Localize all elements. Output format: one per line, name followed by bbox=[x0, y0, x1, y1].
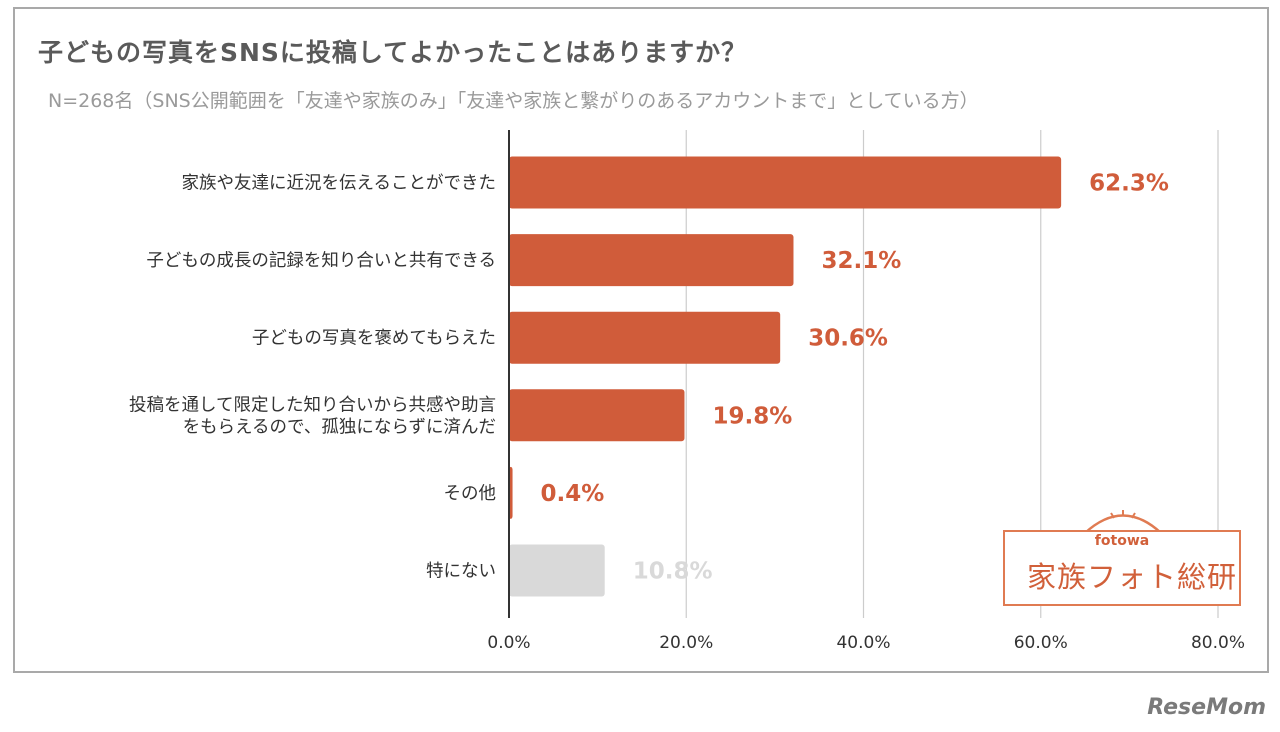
category-label: 特にない bbox=[426, 562, 496, 582]
category-label: 投稿を通して限定した知り合いから共感や助言 bbox=[129, 395, 496, 415]
x-tick-label: 40.0% bbox=[836, 633, 890, 653]
bar bbox=[509, 156, 1062, 209]
category-label: をもらえるので、孤独にならずに済んだ bbox=[183, 417, 496, 437]
logo-main: 家族フォト総研 bbox=[1027, 560, 1238, 594]
category-label: 子どもの成長の記録を知り合いと共有できる bbox=[146, 251, 496, 271]
x-tick-label: 0.0% bbox=[487, 633, 530, 653]
bar bbox=[509, 544, 605, 597]
x-tick-labels: 0.0% 20.0% 40.0% 60.0% 80.0% bbox=[487, 633, 1245, 653]
x-tick-label: 80.0% bbox=[1191, 633, 1245, 653]
value-label: 30.6% bbox=[808, 326, 888, 352]
category-label: 家族や友達に近況を伝えることができた bbox=[182, 174, 496, 194]
value-label: 62.3% bbox=[1089, 171, 1169, 197]
category-label: 子どもの写真を褒めてもらえた bbox=[252, 329, 496, 349]
bar bbox=[509, 234, 794, 287]
chart-subtitle: N=268名（SNS公開範囲を「友達や家族のみ」「友達や家族と繋がりのあるアカウ… bbox=[48, 90, 979, 112]
chart-title: 子どもの写真をSNSに投稿してよかったことはありますか？ bbox=[38, 38, 748, 67]
value-labels: 62.3% 32.1% 30.6% 19.8% 0.4% 10.8% bbox=[541, 171, 1169, 585]
bar bbox=[509, 311, 781, 364]
category-label: その他 bbox=[444, 484, 497, 504]
logo-sub: fotowa bbox=[1094, 533, 1150, 549]
value-label: 32.1% bbox=[821, 248, 901, 274]
fotowa-logo: fotowa 家族フォト総研 bbox=[1003, 504, 1243, 610]
bar bbox=[509, 389, 685, 442]
x-tick-label: 20.0% bbox=[659, 633, 713, 653]
sunrise-icon bbox=[1084, 510, 1162, 534]
value-label: 19.8% bbox=[712, 403, 792, 429]
category-labels: 家族や友達に近況を伝えることができた子どもの成長の記録を知り合いと共有できる子ど… bbox=[129, 174, 496, 582]
watermark: ReseMom bbox=[1147, 695, 1266, 720]
x-tick-label: 60.0% bbox=[1014, 633, 1068, 653]
bars bbox=[509, 156, 1062, 597]
value-label: 0.4% bbox=[541, 481, 605, 507]
value-label: 10.8% bbox=[633, 559, 713, 585]
logo-box bbox=[1003, 530, 1241, 606]
